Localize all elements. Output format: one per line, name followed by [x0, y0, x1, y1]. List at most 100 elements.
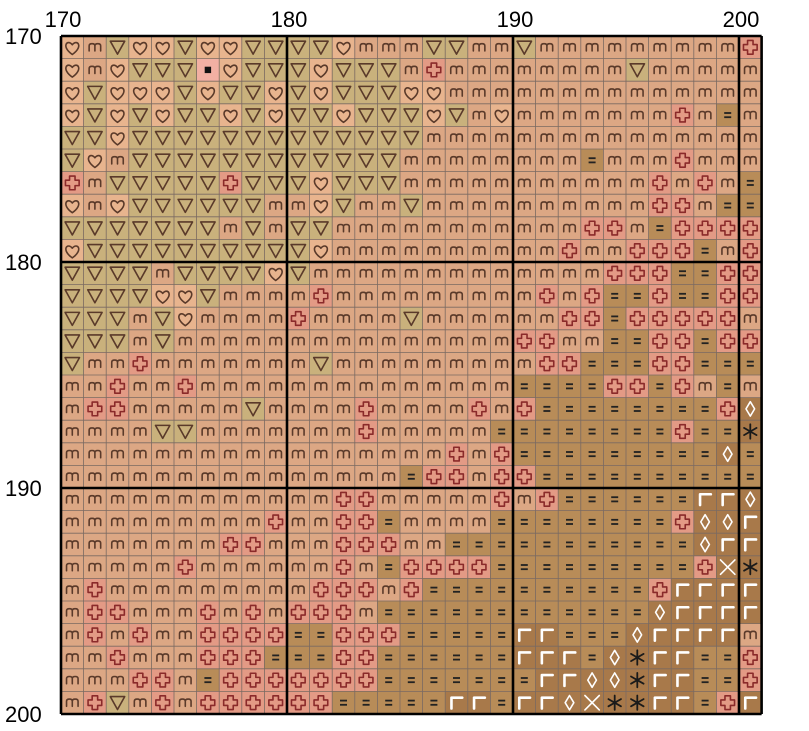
pattern-cell-m — [400, 420, 423, 444]
pattern-cell-equals — [739, 465, 762, 489]
pattern-cell-m — [400, 329, 423, 353]
pattern-cell-m — [513, 81, 536, 105]
pattern-cell-m — [377, 239, 401, 263]
pattern-cell-m — [739, 149, 762, 172]
pattern-cell-cross — [626, 262, 649, 285]
pattern-cell-m — [128, 578, 152, 602]
pattern-cell-equals — [739, 171, 762, 195]
pattern-cell-heart — [61, 103, 84, 127]
pattern-cell-cross — [513, 397, 536, 421]
pattern-cell-equals — [603, 555, 627, 579]
pattern-cell-corner — [535, 668, 559, 692]
pattern-cell-m — [332, 216, 356, 240]
pattern-cell-cross — [287, 307, 310, 331]
pattern-cell-triangle — [174, 420, 197, 444]
pattern-cell-m — [151, 488, 175, 511]
pattern-cell-cross — [83, 601, 107, 624]
pattern-cell-equals — [535, 420, 559, 444]
pattern-cell-m — [648, 58, 672, 82]
pattern-cell-triangle — [241, 194, 265, 218]
pattern-cell-equals — [513, 668, 536, 692]
pattern-cell-m — [128, 510, 152, 534]
pattern-cell-m — [354, 555, 378, 579]
pattern-cell-heart — [106, 81, 130, 105]
pattern-cell-equals — [400, 623, 423, 647]
pattern-cell-m — [648, 103, 672, 127]
pattern-cell-triangle — [106, 329, 130, 353]
pattern-cell-equals — [513, 442, 536, 466]
pattern-cell-equals — [400, 646, 423, 670]
pattern-cell-cross — [558, 239, 582, 263]
pattern-cell-equals — [580, 623, 604, 647]
pattern-cell-equals — [309, 623, 333, 647]
pattern-cell-corner — [671, 623, 695, 647]
pattern-cell-equals — [580, 442, 604, 466]
pattern-cell-m — [332, 239, 356, 263]
pattern-cell-m — [264, 555, 288, 579]
pattern-cell-m — [400, 284, 423, 308]
pattern-cell-triangle — [174, 216, 197, 240]
pattern-cell-m — [445, 284, 469, 308]
pattern-cell-corner — [513, 691, 536, 715]
pattern-cell-m — [354, 465, 378, 489]
pattern-cell-m — [219, 510, 243, 534]
x-axis-tick-label: 190 — [497, 7, 534, 32]
pattern-cell-equals — [535, 375, 559, 398]
pattern-cell-cross — [490, 488, 514, 511]
pattern-cell-heart — [219, 36, 243, 59]
pattern-cell-triangle — [128, 284, 152, 308]
pattern-cell-equals — [580, 555, 604, 579]
pattern-cell-m — [490, 329, 514, 353]
pattern-cell-equals — [422, 623, 446, 647]
pattern-cell-corner — [648, 691, 672, 715]
pattern-cell-m — [151, 465, 175, 489]
pattern-cell-heart — [151, 36, 175, 59]
pattern-cell-cross — [332, 646, 356, 670]
pattern-cell-m — [61, 623, 84, 647]
pattern-cell-m — [513, 149, 536, 172]
pattern-cell-m — [490, 126, 514, 150]
pattern-cell-cross — [693, 555, 717, 579]
pattern-cell-triangle — [106, 691, 130, 715]
pattern-cell-triangle — [151, 149, 175, 172]
pattern-cell-m — [354, 194, 378, 218]
pattern-cell-equals — [377, 510, 401, 534]
pattern-cell-triangle — [241, 262, 265, 285]
pattern-cell-equals — [490, 578, 514, 602]
pattern-cell-heart — [106, 126, 130, 150]
pattern-cell-equals — [445, 646, 469, 670]
pattern-cell-m — [61, 442, 84, 466]
pattern-cell-cross — [332, 488, 356, 511]
pattern-cell-m — [739, 307, 762, 331]
pattern-cell-m — [467, 329, 491, 353]
pattern-cell-equals — [693, 442, 717, 466]
pattern-cell-cross — [377, 623, 401, 647]
pattern-cell-triangle — [174, 239, 197, 263]
pattern-cell-m — [648, 126, 672, 150]
pattern-cell-m — [83, 58, 107, 82]
pattern-cell-equals — [693, 329, 717, 353]
pattern-cell-m — [513, 103, 536, 127]
pattern-cell-m — [603, 171, 627, 195]
pattern-cell-equals — [490, 555, 514, 579]
pattern-cell-m — [445, 194, 469, 218]
pattern-cell-cross — [648, 171, 672, 195]
pattern-cell-m — [422, 149, 446, 172]
pattern-cell-m — [196, 397, 220, 421]
pattern-cell-equals — [445, 601, 469, 624]
pattern-cell-triangle — [513, 36, 536, 59]
pattern-cell-cross — [264, 623, 288, 647]
pattern-cell-cross — [287, 668, 310, 692]
pattern-cell-diamond — [693, 510, 717, 534]
pattern-cell-triangle — [151, 329, 175, 353]
pattern-cell-equals — [535, 601, 559, 624]
pattern-cell-m — [603, 239, 627, 263]
pattern-cell-m — [626, 103, 649, 127]
pattern-cell-m — [445, 397, 469, 421]
pattern-cell-heart — [106, 58, 130, 82]
pattern-cell-m — [445, 420, 469, 444]
pattern-cell-m — [309, 375, 333, 398]
pattern-cell-cross — [332, 533, 356, 557]
pattern-cell-m — [377, 194, 401, 218]
pattern-cell-heart — [309, 239, 333, 263]
